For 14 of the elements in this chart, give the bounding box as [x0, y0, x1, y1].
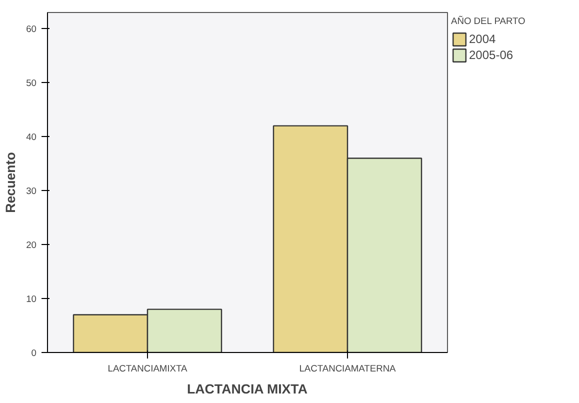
x-tick-label: LACTANCIAMIXTA [108, 364, 188, 374]
legend-label: 2004 [469, 32, 496, 46]
y-tick-label: 10 [26, 294, 37, 304]
y-axis-title: Recuento [3, 152, 18, 213]
y-tick-label: 50 [26, 78, 37, 88]
y-tick-label: 60 [26, 24, 37, 34]
y-tick-label: 20 [26, 240, 37, 250]
legend-title: AÑO DEL PARTO [451, 16, 526, 26]
y-tick-label: 40 [26, 132, 37, 142]
y-tick-label: 30 [26, 186, 37, 196]
x-axis-title: LACTANCIA MIXTA [187, 382, 308, 396]
legend-label: 2005-06 [469, 48, 514, 62]
y-tick-label: 0 [31, 348, 37, 358]
x-tick-label: LACTANCIAMATERNA [299, 364, 397, 374]
